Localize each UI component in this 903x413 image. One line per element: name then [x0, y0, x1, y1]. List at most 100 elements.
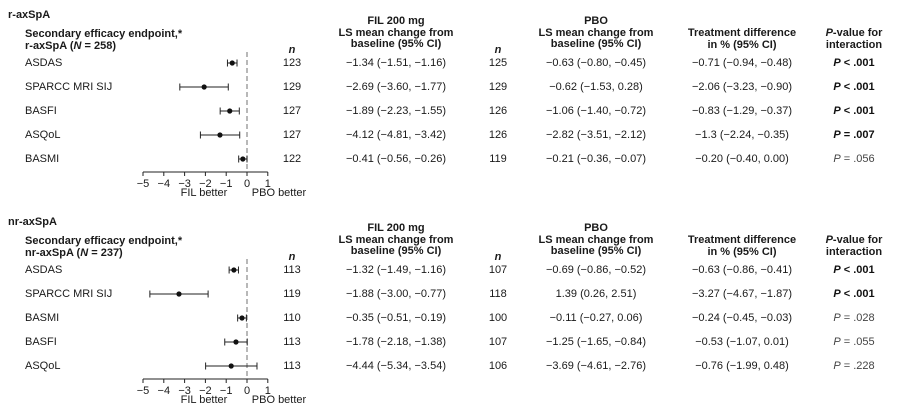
fil-estimate: −2.69 (−3.60, −1.77): [346, 81, 446, 93]
point-estimate: [240, 156, 246, 162]
endpoint-label: ASDAS: [25, 57, 63, 69]
pbo-column-header-line: baseline (95% CI): [550, 38, 642, 50]
n-pbo-header: n: [494, 251, 502, 263]
endpoint-label: SPARCC MRI SIJ: [25, 288, 113, 300]
n-pbo-value: 126: [488, 129, 508, 141]
endpoint-label: ASQoL: [25, 129, 61, 141]
difference-column-header-line: Treatment difference: [687, 27, 797, 39]
point-estimate: [239, 315, 245, 321]
treatment-difference: −0.20 (−0.40, 0.00): [695, 153, 789, 165]
n-pbo-value: 126: [488, 105, 508, 117]
pbo-column-header-line: LS mean change from: [538, 233, 654, 246]
p-value: P < .001: [833, 105, 875, 117]
treatment-difference: −0.76 (−1.99, 0.48): [695, 360, 789, 372]
difference-column-header: Treatment difference in % (95% CI): [687, 27, 797, 51]
difference-column-header-line: Treatment difference: [687, 234, 797, 246]
n-fil-header: n: [288, 44, 296, 56]
point-estimate: [233, 339, 239, 345]
pbo-estimate: −0.63 (−0.80, −0.45): [546, 57, 646, 69]
point-estimate: [229, 60, 235, 66]
fil-column-header-line: FIL 200 mg: [367, 222, 425, 234]
x-tick-label: −1: [220, 178, 233, 190]
fil-estimate: −4.12 (−4.81, −3.42): [346, 129, 446, 141]
endpoint-label: SPARCC MRI SIJ: [25, 81, 113, 93]
point-estimate: [228, 363, 234, 369]
endpoint-label: ASDAS: [25, 264, 63, 276]
pbo-column-header-line: PBO: [584, 222, 608, 234]
p-value: P = .007: [833, 129, 875, 141]
x-tick-label: −4: [158, 385, 171, 397]
n-pbo-value: 129: [488, 81, 508, 93]
point-estimate: [217, 132, 223, 138]
endpoint-label: ASQoL: [25, 360, 61, 372]
p-value: P < .001: [833, 264, 875, 276]
x-tick-label: −5: [137, 385, 150, 397]
p-value: P = .028: [833, 312, 875, 324]
pbo-column-header: PBO LS mean change from baseline (95% CI): [538, 222, 654, 258]
pbo-estimate: −3.69 (−4.61, −2.76): [546, 360, 646, 372]
fil-estimate: −1.89 (−2.23, −1.55): [346, 105, 446, 117]
x-tick-label: −1: [220, 385, 233, 397]
n-fil-value: 113: [283, 360, 301, 372]
p-value-column-header: P-value for interaction: [825, 234, 883, 258]
point-estimate: [176, 291, 182, 297]
pbo-estimate: −2.82 (−3.51, −2.12): [546, 129, 646, 141]
fil-column-header-line: FIL 200 mg: [367, 15, 425, 27]
n-fil-value: 127: [282, 129, 302, 141]
pbo-better-label: PBO better: [252, 394, 307, 406]
pbo-column-header-line: PBO: [584, 15, 608, 27]
n-fil-value: 113: [283, 264, 301, 276]
x-tick-label: −3: [178, 385, 191, 397]
x-tick-label: 1: [265, 178, 271, 190]
p-value: P < .001: [833, 288, 875, 300]
fil-better-label: FIL better: [181, 394, 228, 406]
fil-column-header-line: LS mean change from: [338, 26, 454, 39]
x-tick-label: 1: [265, 385, 271, 397]
n-pbo-value: 107: [488, 336, 508, 348]
pbo-estimate: −0.69 (−0.86, −0.52): [546, 264, 646, 276]
n-fil-header: n: [288, 251, 296, 263]
p-value-header-line: P-value for: [825, 234, 883, 246]
n-pbo-value: 107: [488, 264, 508, 276]
n-pbo-value: 118: [489, 288, 507, 300]
endpoint-label: BASFI: [25, 105, 57, 117]
n-pbo-value: 106: [488, 360, 508, 372]
fil-column-header-line: baseline (95% CI): [350, 245, 442, 257]
n-fil-value: 129: [282, 81, 302, 93]
fil-estimate: −1.32 (−1.49, −1.16): [346, 264, 446, 276]
endpoint-label: BASMI: [25, 312, 60, 324]
pbo-estimate: −0.62 (−1.53, 0.28): [549, 81, 643, 93]
endpoint-column-header: Secondary efficacy endpoint,* nr-axSpA (N…: [25, 235, 182, 259]
treatment-difference: −0.24 (−0.45, −0.03): [692, 312, 792, 324]
p-value: P = .055: [833, 336, 875, 348]
p-value-column-header: P-value for interaction: [825, 27, 883, 51]
difference-column-header: Treatment difference in % (95% CI): [687, 234, 797, 258]
pbo-estimate: −0.11 (−0.27, 0.06): [549, 312, 643, 324]
x-tick-label: 0: [244, 385, 250, 397]
pbo-column-header-line: LS mean change from: [538, 26, 654, 39]
panel-title: nr-axSpA: [8, 216, 57, 228]
pbo-better-label: PBO better: [252, 187, 307, 199]
fil-better-label: FIL better: [181, 187, 228, 199]
endpoint-column-header: Secondary efficacy endpoint,* r-axSpA (N …: [25, 28, 182, 52]
n-fil-value: 113: [283, 336, 301, 348]
treatment-difference: −2.06 (−3.23, −0.90): [692, 81, 792, 93]
fil-estimate: −1.34 (−1.51, −1.16): [346, 57, 446, 69]
fil-estimate: −0.41 (−0.56, −0.26): [346, 153, 446, 165]
point-estimate: [201, 84, 207, 90]
n-fil-value: 127: [282, 105, 302, 117]
fil-column-header-line: baseline (95% CI): [350, 38, 442, 50]
n-pbo-value: 119: [489, 153, 507, 165]
p-value-header-line: interaction: [825, 38, 883, 51]
pbo-estimate: −1.06 (−1.40, −0.72): [546, 105, 646, 117]
n-fil-value: 122: [282, 153, 302, 165]
x-tick-label: −2: [199, 178, 212, 190]
difference-column-header-line: in % (95% CI): [707, 245, 777, 258]
pbo-estimate: −0.21 (−0.36, −0.07): [546, 153, 646, 165]
treatment-difference: −0.83 (−1.29, −0.37): [692, 105, 792, 117]
point-estimate: [227, 108, 233, 114]
endpoint-header-sample-size: r-axSpA (N = 258): [25, 40, 117, 52]
fil-column-header: FIL 200 mg LS mean change from baseline (9…: [339, 222, 454, 258]
p-value: P < .001: [833, 57, 875, 69]
